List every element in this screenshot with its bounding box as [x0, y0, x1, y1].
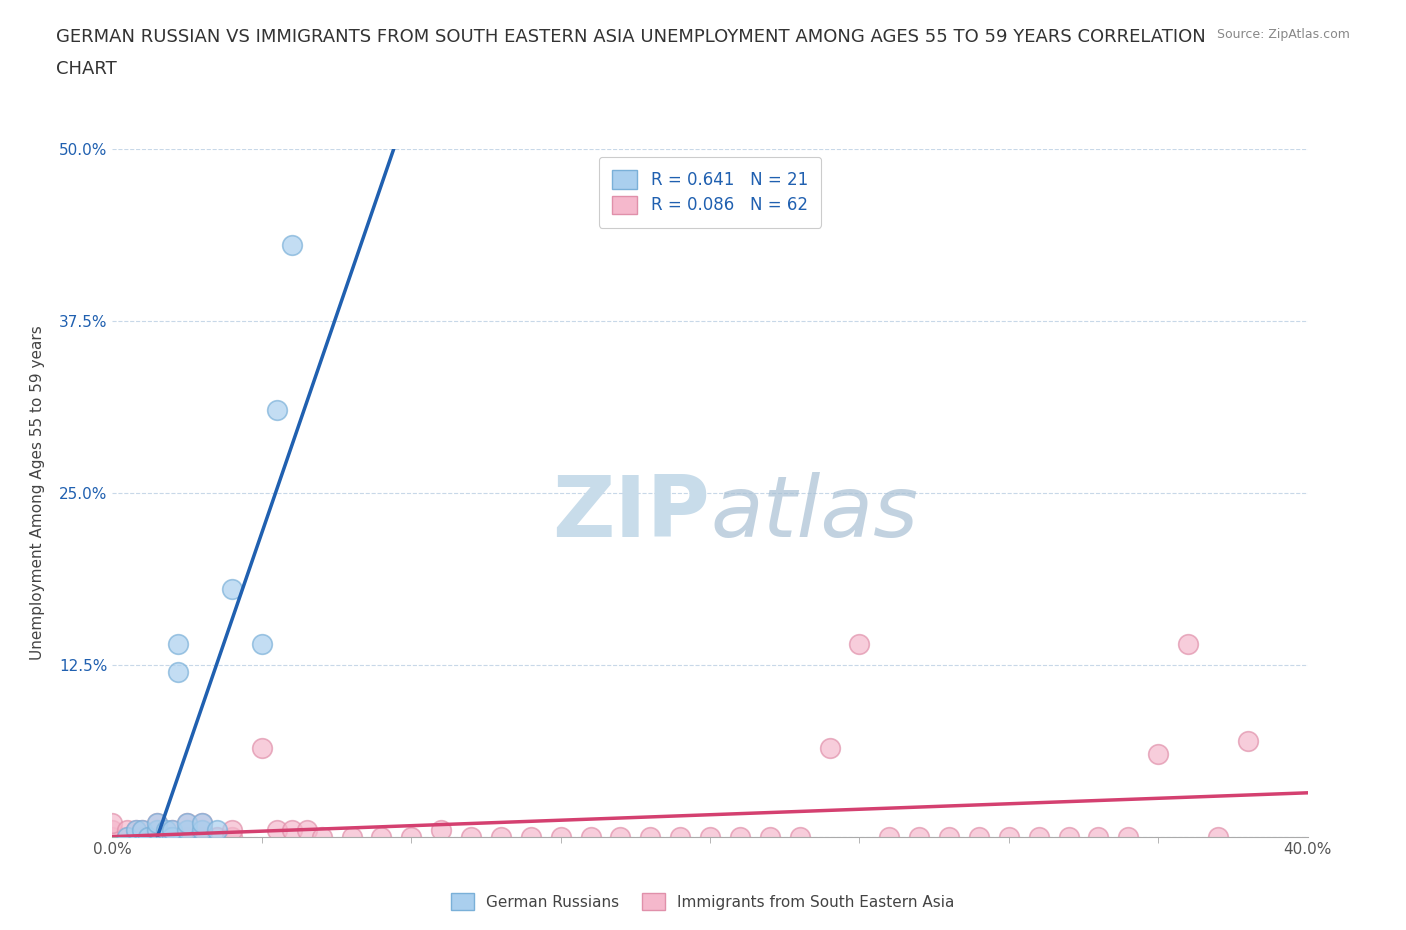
Point — [176, 823, 198, 838]
Point — [1057, 830, 1080, 844]
Point — [370, 830, 392, 844]
Point — [146, 816, 169, 830]
Legend: R = 0.641   N = 21, R = 0.086   N = 62: R = 0.641 N = 21, R = 0.086 N = 62 — [599, 157, 821, 228]
Point — [101, 816, 124, 830]
Point — [520, 830, 543, 844]
Point — [162, 823, 183, 838]
Point — [879, 830, 901, 844]
Point — [167, 664, 190, 679]
Point — [146, 816, 169, 830]
Point — [266, 823, 288, 838]
Point — [155, 823, 177, 838]
Point — [848, 637, 870, 652]
Point — [818, 740, 841, 755]
Point — [155, 830, 177, 844]
Point — [191, 816, 214, 830]
Point — [1087, 830, 1109, 844]
Point — [191, 830, 214, 844]
Point — [1118, 830, 1140, 844]
Point — [162, 830, 183, 844]
Point — [728, 830, 751, 844]
Point — [191, 830, 214, 844]
Point — [640, 830, 662, 844]
Point — [967, 830, 990, 844]
Point — [221, 830, 243, 844]
Point — [125, 830, 148, 844]
Point — [125, 823, 148, 838]
Point — [281, 823, 304, 838]
Point — [176, 823, 198, 838]
Point — [138, 830, 160, 844]
Point — [250, 740, 273, 755]
Point — [1237, 733, 1260, 748]
Point — [579, 830, 602, 844]
Point — [191, 823, 214, 838]
Text: GERMAN RUSSIAN VS IMMIGRANTS FROM SOUTH EASTERN ASIA UNEMPLOYMENT AMONG AGES 55 : GERMAN RUSSIAN VS IMMIGRANTS FROM SOUTH … — [56, 28, 1206, 46]
Point — [699, 830, 721, 844]
Point — [1147, 747, 1170, 762]
Point — [1028, 830, 1050, 844]
Point — [789, 830, 811, 844]
Point — [125, 823, 148, 838]
Point — [131, 823, 153, 838]
Legend: German Russians, Immigrants from South Eastern Asia: German Russians, Immigrants from South E… — [443, 885, 963, 918]
Point — [117, 823, 139, 838]
Point — [759, 830, 782, 844]
Text: ZIP: ZIP — [553, 472, 710, 555]
Point — [131, 823, 153, 838]
Text: atlas: atlas — [710, 472, 918, 555]
Point — [340, 830, 363, 844]
Point — [176, 816, 198, 830]
Point — [311, 830, 333, 844]
Point — [489, 830, 512, 844]
Point — [117, 830, 139, 844]
Point — [117, 830, 139, 844]
Point — [205, 830, 228, 844]
Point — [191, 823, 214, 838]
Point — [250, 637, 273, 652]
Text: Source: ZipAtlas.com: Source: ZipAtlas.com — [1216, 28, 1350, 41]
Point — [131, 830, 153, 844]
Point — [1177, 637, 1199, 652]
Point — [146, 823, 169, 838]
Point — [146, 823, 169, 838]
Point — [221, 582, 243, 597]
Point — [205, 823, 228, 838]
Point — [1206, 830, 1229, 844]
Point — [176, 816, 198, 830]
Point — [155, 830, 177, 844]
Point — [266, 403, 288, 418]
Point — [938, 830, 960, 844]
Point — [138, 830, 160, 844]
Point — [167, 637, 190, 652]
Point — [908, 830, 931, 844]
Point — [162, 830, 183, 844]
Point — [609, 830, 631, 844]
Point — [281, 238, 304, 253]
Point — [221, 823, 243, 838]
Y-axis label: Unemployment Among Ages 55 to 59 years: Unemployment Among Ages 55 to 59 years — [31, 326, 45, 660]
Point — [101, 823, 124, 838]
Point — [101, 830, 124, 844]
Point — [460, 830, 482, 844]
Point — [669, 830, 692, 844]
Point — [162, 823, 183, 838]
Point — [191, 816, 214, 830]
Point — [550, 830, 572, 844]
Point — [295, 823, 318, 838]
Point — [146, 830, 169, 844]
Point — [401, 830, 423, 844]
Point — [430, 823, 453, 838]
Point — [998, 830, 1021, 844]
Point — [176, 830, 198, 844]
Text: CHART: CHART — [56, 60, 117, 78]
